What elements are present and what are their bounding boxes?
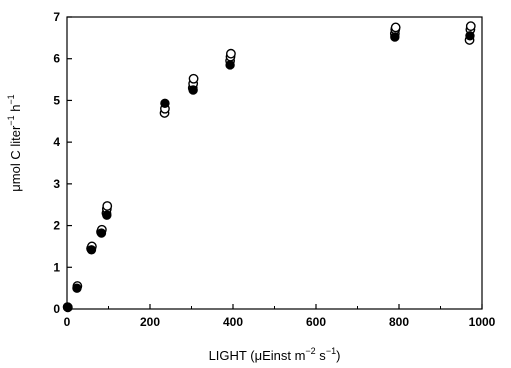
- x-axis-ticks: 0 200 400 600 800 1000: [64, 304, 496, 329]
- x-tick-label: 800: [389, 315, 409, 329]
- x-tick-label: 0: [64, 315, 71, 329]
- y-axis-label: μmol C liter−1 h−1: [6, 94, 23, 191]
- data-points: [62, 21, 476, 313]
- data-point-open: [226, 48, 236, 59]
- y-tick-label: 1: [53, 260, 60, 274]
- data-point-open: [465, 21, 476, 32]
- plot-border: [66, 16, 483, 310]
- data-point-open: [390, 22, 401, 33]
- data-point-open: [102, 201, 113, 211]
- data-point-filled: [96, 228, 107, 238]
- data-point-filled: [102, 210, 112, 220]
- x-tick-label: 600: [306, 315, 326, 329]
- y-tick-label: 7: [53, 10, 60, 24]
- data-point-filled: [160, 98, 170, 109]
- data-point-filled: [72, 283, 82, 293]
- y-tick-label: 2: [53, 219, 60, 233]
- data-point-filled: [86, 245, 97, 255]
- data-point-filled: [390, 32, 400, 42]
- data-point-filled: [62, 302, 73, 312]
- x-axis-label: LIGHT (μEinst m−2 s−1): [209, 346, 341, 363]
- data-point-filled: [225, 60, 235, 70]
- data-point-filled: [188, 85, 198, 95]
- data-point-filled: [465, 31, 475, 41]
- x-tick-label: 1000: [469, 315, 496, 329]
- x-tick-label: 200: [140, 315, 160, 329]
- y-tick-label: 4: [53, 135, 60, 149]
- data-point-open: [188, 73, 199, 84]
- y-tick-label: 5: [53, 93, 60, 107]
- y-tick-label: 3: [53, 177, 60, 191]
- y-axis-ticks: 0 1 2 3 4 5 6 7: [53, 10, 72, 316]
- plot-frame: [66, 16, 483, 310]
- y-tick-label: 0: [53, 302, 60, 316]
- y-tick-label: 6: [53, 52, 60, 66]
- x-tick-label: 400: [223, 315, 243, 329]
